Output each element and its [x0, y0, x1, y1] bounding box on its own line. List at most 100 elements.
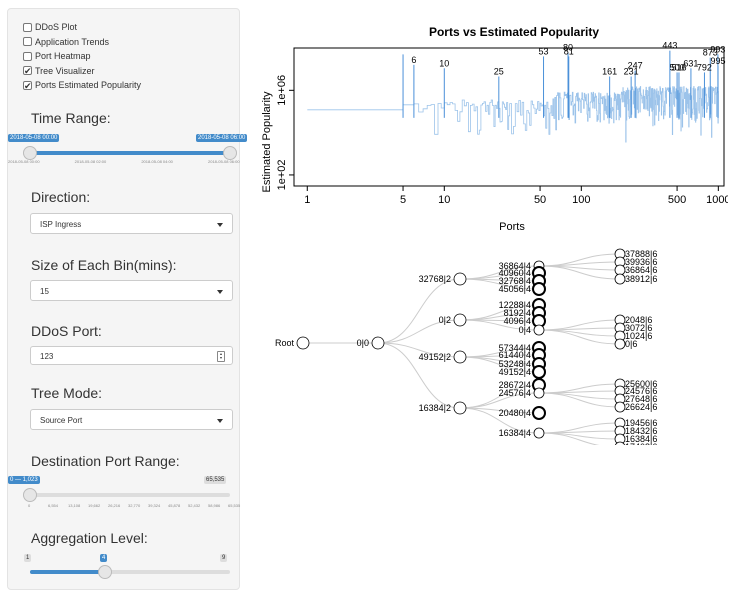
- dest-port-tick-label: 19,662: [88, 503, 101, 508]
- peak-label: 792: [697, 62, 712, 72]
- aggregation-min-label: 1: [24, 554, 32, 562]
- tree-link: [538, 390, 621, 394]
- checkbox-tree-visualizer[interactable]: ✔ Tree Visualizer: [23, 66, 95, 76]
- dest-port-tick-label: 32,770: [128, 503, 141, 508]
- aggregation-handle[interactable]: [98, 565, 112, 579]
- tree-node-label: 36864|4: [499, 261, 531, 271]
- x-tick-label: 5: [400, 194, 406, 206]
- checkbox-port-heatmap[interactable]: Port Heatmap: [23, 51, 91, 61]
- dest-port-from-label: 0 — 1,023: [8, 476, 40, 484]
- tree-node-label: 16384|2: [419, 403, 451, 413]
- chevron-down-icon: [217, 290, 223, 294]
- aggregation-track[interactable]: [30, 570, 230, 574]
- tree-mode-value: Source Port: [40, 416, 83, 425]
- checkbox-label: DDoS Plot: [35, 22, 78, 32]
- direction-select[interactable]: ISP Ingress: [30, 213, 233, 234]
- tree-leaf-label: 0|6: [625, 339, 637, 349]
- chevron-down-icon: [217, 419, 223, 423]
- time-range-label: Time Range:: [31, 110, 111, 126]
- aggregation-max-label: 9: [220, 554, 228, 562]
- tree-leaf-label: 26624|6: [625, 402, 657, 412]
- tree-node-label: 45056|4: [499, 284, 531, 294]
- checkbox-checked-icon[interactable]: ✔: [23, 66, 32, 76]
- ddos-port-label: DDoS Port:: [31, 323, 102, 339]
- tree-leaf-label: 37888|6: [625, 249, 657, 259]
- peak-label: 995: [711, 56, 726, 66]
- time-range-to-label: 2018-05-08 06:00: [196, 134, 248, 142]
- peak-label: 81: [564, 46, 574, 56]
- tree-node-label: 28672|4: [499, 380, 531, 390]
- checkbox-checked-icon[interactable]: ✔: [23, 80, 32, 91]
- dest-port-tick-label: 58,986: [208, 503, 221, 508]
- dest-port-track[interactable]: [30, 493, 230, 497]
- x-tick-label: 100: [572, 194, 590, 206]
- checkbox-label: Application Trends: [35, 36, 110, 47]
- x-axis-label: Ports: [499, 221, 525, 233]
- bin-size-select[interactable]: 15: [30, 280, 233, 301]
- dest-port-tick-label: 6,554: [48, 503, 59, 508]
- time-tick-label: 2018-05-08 02:00: [74, 159, 107, 164]
- tree-node-label: 12288|4: [499, 300, 531, 310]
- tree-node: [532, 282, 546, 296]
- tree-leaf-label: 16384|6: [625, 434, 657, 444]
- tree-link: [459, 356, 540, 373]
- time-range-fill: [30, 151, 230, 155]
- tree-node-label: 8192|4: [504, 308, 531, 318]
- tree-leaf-label: 3072|6: [625, 323, 652, 333]
- tree-node: [533, 387, 545, 399]
- tree-node: [532, 406, 546, 420]
- tree-node-label: 32768|4: [499, 276, 531, 286]
- spinner-arrows-icon[interactable]: ▴ ▾: [217, 351, 225, 362]
- y-tick-label: 1e+06: [276, 75, 288, 106]
- x-tick-label: 500: [668, 194, 686, 206]
- tree-mode-select[interactable]: Source Port: [30, 409, 233, 430]
- tree-node: [533, 324, 545, 336]
- tree-node-label: 61440|4: [499, 350, 531, 360]
- tree-node: [453, 401, 467, 415]
- tree-leaf-label: 27648|6: [625, 394, 657, 404]
- y-tick-label: 1e+02: [276, 159, 288, 190]
- bin-size-value: 15: [40, 287, 49, 296]
- tree-node-label: 4096|4: [504, 316, 531, 326]
- checkbox-ddos-plot[interactable]: DDoS Plot: [23, 22, 77, 32]
- tree-node-label: 24576|4: [499, 388, 531, 398]
- checkbox-unchecked-icon[interactable]: [23, 22, 32, 32]
- tree-link: [459, 407, 540, 414]
- peak-label: 631: [683, 58, 698, 68]
- tree-mode-label: Tree Mode:: [31, 385, 103, 401]
- tree-link: [459, 278, 540, 290]
- tree-link: [538, 430, 621, 434]
- aggregation-value-label: 4: [100, 554, 108, 562]
- aggregation-fill: [30, 570, 105, 574]
- peak-label: 6: [411, 55, 416, 65]
- time-range-end-handle[interactable]: [223, 146, 237, 160]
- checkbox-unchecked-icon[interactable]: [23, 37, 32, 46]
- x-tick-label: 10: [438, 194, 450, 206]
- dest-port-handle[interactable]: [23, 488, 37, 502]
- dest-port-tick-label: 0: [28, 503, 31, 508]
- tree-node-label: 20480|4: [499, 408, 531, 418]
- tree-link: [459, 407, 540, 434]
- tree-node-label: 57344|4: [499, 343, 531, 353]
- tree-leaf-label: 2048|6: [625, 315, 652, 325]
- tree-node: [453, 272, 467, 286]
- tree-link: [538, 327, 621, 331]
- dest-port-tick-label: 26,216: [108, 503, 121, 508]
- time-range-start-handle[interactable]: [23, 146, 37, 160]
- tree-leaf-label: 38912|6: [625, 274, 657, 284]
- checkbox-ports-estimated-popularity[interactable]: ✔ Ports Estimated Popularity: [23, 80, 141, 90]
- x-tick-label: 1000: [706, 194, 728, 206]
- ddos-port-input[interactable]: 123 ▴ ▾: [30, 346, 233, 365]
- tree-node: [533, 427, 545, 439]
- chevron-down-icon: [217, 223, 223, 227]
- ddos-port-value: 123: [40, 352, 54, 361]
- tree-link: [538, 392, 621, 408]
- chart-title: Ports vs Estimated Popularity: [429, 25, 599, 39]
- peak-label: 80: [563, 43, 573, 53]
- aggregation-label: Aggregation Level:: [31, 530, 148, 546]
- tree-node: [453, 313, 467, 327]
- tree-leaf-node: [614, 401, 626, 413]
- peak-label: 231: [624, 66, 639, 76]
- checkbox-application-trends[interactable]: Application Trends: [23, 37, 109, 47]
- checkbox-unchecked-icon[interactable]: [23, 51, 32, 61]
